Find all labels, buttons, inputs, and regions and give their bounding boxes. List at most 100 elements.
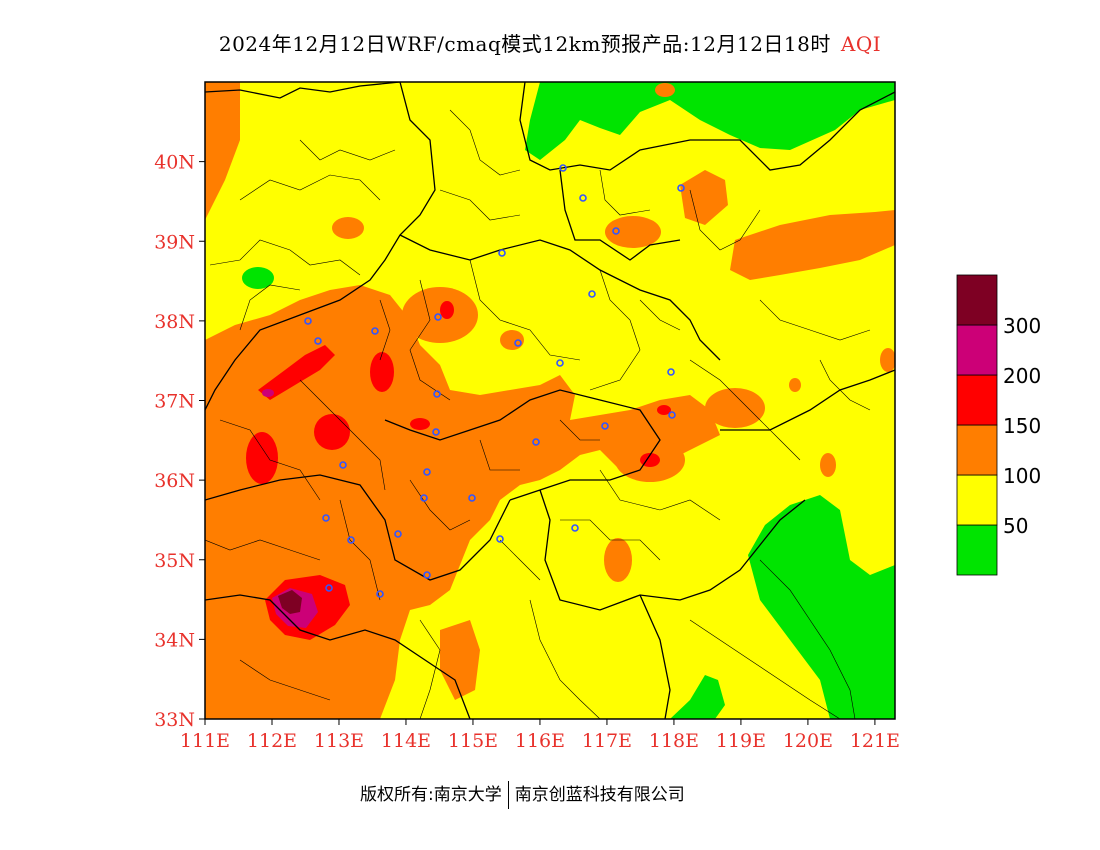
city-marker — [468, 494, 476, 502]
city-marker — [601, 422, 609, 430]
city-marker — [556, 359, 564, 367]
city-marker — [376, 590, 384, 598]
lon-tick-label: 118E — [649, 730, 699, 752]
aqi-zone-unhealthy-2 — [258, 345, 335, 400]
city-marker — [579, 194, 587, 202]
city-marker — [588, 290, 596, 298]
copyright-text: 版权所有:南京大学 — [360, 785, 502, 805]
aqi-zone-sensitive-southwest — [330, 630, 375, 695]
city-marker — [571, 524, 579, 532]
aqi-zone-sensitive-center-10 — [655, 83, 675, 97]
legend-swatch — [956, 524, 998, 576]
province-boundaries — [205, 82, 895, 719]
legend-swatch — [956, 424, 998, 476]
county-boundaries — [205, 109, 871, 719]
latitude-axis: 40N 39N 38N 37N 36N 35N 34N 33N — [154, 152, 205, 731]
title-main: 2024年12月12日WRF/cmaq模式12km预报产品:12月12日18时 — [218, 32, 831, 56]
city-marker — [339, 461, 347, 469]
aqi-zone-unhealthy-8 — [410, 418, 430, 430]
aqi-zone-unhealthy-7 — [440, 301, 454, 319]
city-marker — [394, 530, 402, 538]
lon-tick-label: 114E — [381, 730, 431, 752]
aqi-zone-sensitive-center-4 — [604, 538, 632, 582]
aqi-zone-unhealthy-5 — [370, 352, 394, 392]
lon-tick-label: 117E — [582, 730, 632, 752]
city-marker — [371, 327, 379, 335]
lon-tick-label: 112E — [247, 730, 297, 752]
city-marker — [434, 313, 442, 321]
city-marker — [612, 227, 620, 235]
aqi-zone-sensitive-center-5 — [500, 330, 524, 350]
aqi-zone-good-southeast — [670, 675, 725, 719]
city-marker — [559, 164, 567, 172]
aqi-zone-sensitive-northeast — [730, 210, 895, 280]
aqi-zone-hazardous — [278, 590, 302, 614]
aqi-zone-sensitive-north-2 — [605, 216, 661, 248]
city-marker — [514, 339, 522, 347]
copyright-footer: 版权所有:南京大学 南京创蓝科技有限公司 — [360, 780, 685, 809]
city-marker — [668, 411, 676, 419]
aqi-zone-good-west — [242, 267, 274, 289]
lat-tick-label: 40N — [154, 152, 195, 174]
aqi-zone-unhealthy-4 — [314, 414, 350, 450]
city-markers — [304, 164, 685, 598]
lat-tick-label: 38N — [154, 311, 195, 333]
legend-label: 300 — [1003, 314, 1041, 338]
city-marker — [322, 514, 330, 522]
lon-tick-label: 113E — [314, 730, 364, 752]
lon-tick-label: 120E — [783, 730, 833, 752]
city-marker — [433, 390, 441, 398]
lat-tick-label: 37N — [154, 391, 195, 413]
aqi-zone-good-north — [525, 82, 895, 160]
lon-tick-label: 119E — [716, 730, 766, 752]
aqi-field — [205, 82, 895, 719]
lon-tick-label: 116E — [515, 730, 565, 752]
legend-label: 50 — [1003, 514, 1028, 538]
city-marker — [432, 428, 440, 436]
aqi-zone-sensitive-center-6 — [705, 388, 765, 428]
city-marker — [423, 571, 431, 579]
longitude-axis: 111E 112E 113E 114E 115E 116E 117E 118E 119E 120E… — [180, 719, 900, 752]
city-marker — [314, 337, 322, 345]
lat-tick-label: 36N — [154, 470, 195, 492]
city-marker — [677, 184, 685, 192]
footer-separator — [507, 781, 509, 809]
city-marker — [498, 249, 506, 257]
legend-swatch — [956, 274, 998, 326]
lat-tick-label: 34N — [154, 629, 195, 651]
aqi-zone-sensitive-center-2 — [332, 217, 364, 239]
aqi-zone-very-unhealthy-2 — [262, 389, 274, 397]
aqi-zone-unhealthy-3 — [246, 432, 278, 484]
aqi-zone-unhealthy-9 — [657, 405, 671, 415]
city-marker — [667, 368, 675, 376]
aqi-legend: 50 100 150 200 300 — [956, 274, 1041, 576]
legend-swatch — [956, 474, 998, 526]
city-marker — [304, 317, 312, 325]
legend-label: 200 — [1003, 364, 1041, 388]
aqi-zone-sensitive-center-8 — [880, 348, 895, 372]
company-text: 南京创蓝科技有限公司 — [514, 785, 685, 805]
lat-tick-label: 39N — [154, 231, 195, 253]
lat-tick-label: 33N — [154, 709, 195, 731]
map-title: 2024年12月12日WRF/cmaq模式12km预报产品:12月12日18时 A… — [0, 28, 1100, 57]
aqi-zone-sensitive-south — [440, 620, 480, 700]
aqi-zone-sensitive-center-7 — [820, 453, 836, 477]
city-marker — [423, 468, 431, 476]
lat-tick-label: 35N — [154, 550, 195, 572]
city-marker — [420, 494, 428, 502]
aqi-zone-sensitive-north — [680, 170, 728, 225]
legend-label: 150 — [1003, 414, 1041, 438]
legend-swatch — [956, 374, 998, 426]
city-marker — [532, 438, 540, 446]
city-marker — [496, 535, 504, 543]
city-marker — [325, 584, 333, 592]
legend-swatch — [956, 324, 998, 376]
aqi-zone-sensitive-center-9 — [789, 378, 801, 392]
lon-tick-label: 111E — [180, 730, 230, 752]
city-marker — [347, 536, 355, 544]
aqi-zone-good-east — [748, 495, 895, 719]
title-variable: AQI — [840, 32, 882, 56]
lon-tick-label: 121E — [850, 730, 900, 752]
lon-tick-label: 115E — [448, 730, 498, 752]
